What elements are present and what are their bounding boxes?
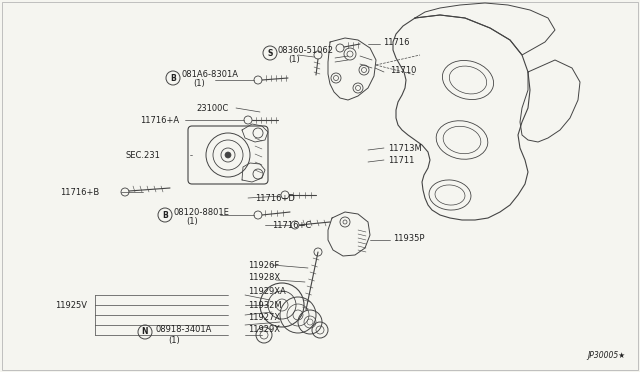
Text: 11716+D: 11716+D	[255, 193, 295, 202]
Text: 081A6-8301A: 081A6-8301A	[182, 70, 239, 78]
Text: 11926F: 11926F	[248, 260, 279, 269]
Text: 11928X: 11928X	[248, 273, 280, 282]
Text: (1): (1)	[186, 217, 198, 225]
Text: 11713M: 11713M	[388, 144, 422, 153]
Text: 11710: 11710	[390, 65, 417, 74]
Text: 11935P: 11935P	[393, 234, 424, 243]
Text: 11927X: 11927X	[248, 314, 280, 323]
Text: 08120-8801E: 08120-8801E	[174, 208, 230, 217]
Text: 11716+B: 11716+B	[60, 187, 99, 196]
Text: 11716+A: 11716+A	[140, 115, 179, 125]
Text: 11925V: 11925V	[55, 301, 87, 310]
Text: 11932M: 11932M	[248, 301, 282, 310]
Text: JP30005★: JP30005★	[587, 351, 625, 360]
Text: B: B	[162, 211, 168, 219]
Text: N: N	[141, 327, 148, 337]
Text: B: B	[170, 74, 176, 83]
Circle shape	[225, 152, 231, 158]
Text: 11716+C: 11716+C	[272, 221, 311, 230]
Text: 11929XA: 11929XA	[248, 288, 285, 296]
Text: S: S	[268, 48, 273, 58]
Text: (1): (1)	[168, 336, 180, 344]
Text: 23100C: 23100C	[196, 103, 228, 112]
Text: 08918-3401A: 08918-3401A	[155, 326, 211, 334]
Text: (1): (1)	[288, 55, 300, 64]
Text: 11716: 11716	[383, 38, 410, 46]
Text: 11929X: 11929X	[248, 326, 280, 334]
Text: 11711: 11711	[388, 155, 414, 164]
Text: SEC.231: SEC.231	[125, 151, 160, 160]
Text: 08360-51062: 08360-51062	[278, 45, 334, 55]
Text: (1): (1)	[193, 78, 205, 87]
